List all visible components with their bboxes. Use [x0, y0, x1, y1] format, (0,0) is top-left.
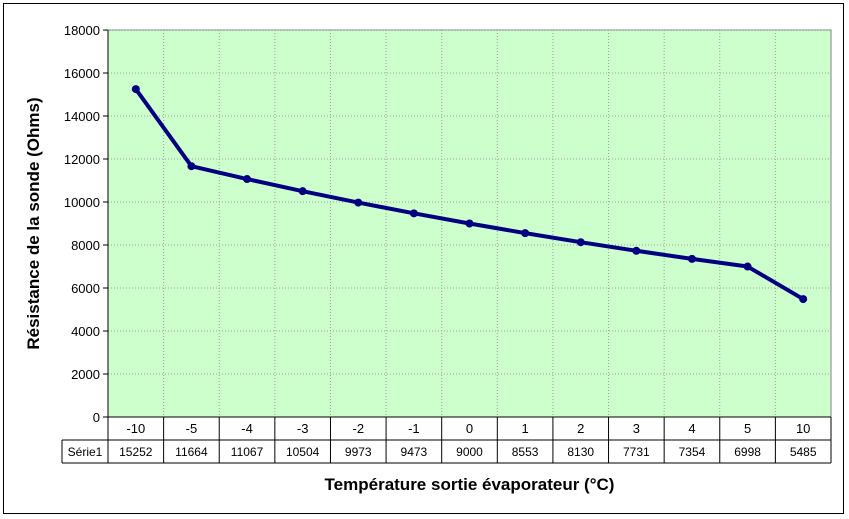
y-tick-label: 14000	[64, 109, 100, 124]
y-tick-label: 4000	[71, 324, 100, 339]
x-tick-label: -10	[126, 421, 145, 436]
y-axis-title: Résistance de la sonde (Ohms)	[24, 97, 43, 349]
data-point	[576, 238, 585, 247]
table-value-cell: 11664	[175, 445, 208, 459]
y-axis-ticks: 0 2000 4000 6000 8000 10000 12000 14000 16000 180…	[64, 23, 108, 425]
x-tick-label: 0	[466, 421, 473, 436]
data-point	[632, 246, 641, 255]
x-axis-title: Température sortie évaporateur (°C)	[325, 475, 615, 494]
x-tick-label: 5	[744, 421, 751, 436]
table-value-cell: 7731	[623, 445, 650, 459]
vertical-gridlines	[107, 30, 831, 418]
x-tick-label: 1	[521, 421, 528, 436]
y-tick-label: 16000	[64, 66, 100, 81]
y-tick-label: 6000	[71, 281, 100, 296]
table-value-cell: 9973	[345, 445, 372, 459]
x-tick-label: 2	[577, 421, 584, 436]
table-value-cell: 5485	[790, 445, 817, 459]
y-tick-label: 12000	[64, 152, 100, 167]
table-value-cell: 8553	[512, 445, 539, 459]
x-tick-label: -3	[297, 421, 309, 436]
x-tick-label: -2	[352, 421, 364, 436]
table-series-name: Série1	[68, 445, 103, 459]
y-tick-label: 18000	[64, 23, 100, 38]
table-value-cell: 10504	[286, 445, 320, 459]
table-value-cell: 9000	[456, 445, 483, 459]
horizontal-gridlines	[108, 29, 831, 375]
y-tick-label: 0	[93, 410, 100, 425]
x-tick-label: -1	[408, 421, 420, 436]
x-tick-label: -4	[241, 421, 253, 436]
data-point	[743, 262, 752, 271]
table-value-cell: 9473	[401, 445, 428, 459]
table-value-cell: 6998	[734, 445, 761, 459]
data-point	[131, 85, 140, 94]
data-point	[354, 198, 363, 207]
data-point	[465, 219, 474, 228]
data-point	[799, 295, 808, 304]
x-tick-label: 3	[633, 421, 640, 436]
data-point	[521, 229, 530, 238]
table-value-cell: 11067	[231, 445, 264, 459]
data-point	[187, 162, 196, 171]
table-value-cell: 15252	[119, 445, 153, 459]
table-value-cell: 8130	[567, 445, 594, 459]
x-tick-label: 4	[688, 421, 695, 436]
table-value-cell: 7354	[679, 445, 706, 459]
x-tick-label: -5	[186, 421, 198, 436]
data-point	[687, 254, 696, 263]
series-line-group	[131, 85, 808, 304]
y-tick-label: 2000	[71, 367, 100, 382]
x-tick-label: 10	[796, 421, 810, 436]
data-point	[243, 175, 252, 184]
y-tick-label: 10000	[64, 195, 100, 210]
data-point	[298, 187, 307, 196]
y-tick-label: 8000	[71, 238, 100, 253]
data-point	[409, 209, 418, 218]
